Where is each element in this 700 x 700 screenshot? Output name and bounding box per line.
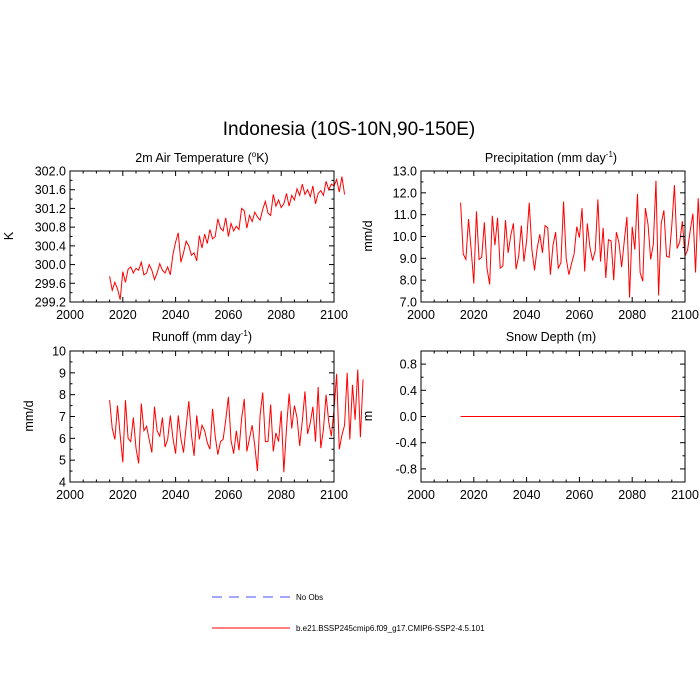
legend-label-model: b.e21.BSSP245cmip6.f09_g17.CMIP6-SSP2-4.… <box>296 624 485 633</box>
axes-frame-precipitation <box>420 170 686 303</box>
y-tick-label: 13.0 <box>393 165 417 179</box>
y-tick-label: 10 <box>52 345 66 359</box>
axes-frame-runoff <box>69 350 335 483</box>
x-tick-label: 2000 <box>407 488 435 502</box>
legend: No Obs b.e21.BSSP245cmip6.f09_g17.CMIP6-… <box>212 593 485 633</box>
y-tick-label: 7 <box>59 410 66 424</box>
y-tick-label: 7.0 <box>400 296 417 310</box>
y-tick-label: 8.0 <box>400 274 417 288</box>
plot-area-runoff: 2000 2020 2040 2060 2080 2100 4 5 6 7 8 9 10 <box>52 345 364 502</box>
y-tick-label: 300.0 <box>35 258 66 272</box>
x-tick-label: 2020 <box>109 308 137 322</box>
series-line-air-temperature <box>109 176 346 300</box>
x-tick-label: 2060 <box>565 308 593 322</box>
x-tick-label: 2080 <box>267 488 295 502</box>
y-tick-label: 0.4 <box>400 384 417 398</box>
x-tick-label: 2100 <box>320 308 348 322</box>
y-tick-label: 10.0 <box>393 230 417 244</box>
x-tick-label: 2000 <box>56 488 84 502</box>
panel-title-runoff: Runoff (mm day-1) <box>152 329 252 344</box>
x-tick-label: 2020 <box>460 308 488 322</box>
y-axis-label-precipitation: mm/d <box>361 220 375 251</box>
y-tick-label: 5 <box>59 454 66 468</box>
y-tick-label: 11.0 <box>394 208 417 222</box>
x-tick-label: 2000 <box>407 308 435 322</box>
y-tick-label: 302.0 <box>35 165 66 179</box>
x-tick-label: 2040 <box>162 308 190 322</box>
figure-title: Indonesia (10S-10N,90-150E) <box>223 119 475 140</box>
series-line-precipitation <box>460 180 700 298</box>
plot-area-air-temperature: 2000 2020 2040 2060 2080 2100 299.2 299.6 300.0 3… <box>35 165 348 323</box>
panel-title-precipitation: Precipitation (mm day-1) <box>485 150 617 165</box>
x-tick-label: 2060 <box>214 488 242 502</box>
y-axis-label-runoff: mm/d <box>22 400 36 431</box>
y-tick-label: 301.6 <box>35 183 66 197</box>
y-tick-label: 299.2 <box>35 296 66 310</box>
legend-label-no-obs: No Obs <box>296 593 323 602</box>
x-tick-label: 2080 <box>618 488 646 502</box>
y-axis-label-snow-depth: m <box>361 411 375 421</box>
x-tick-label: 2100 <box>671 488 699 502</box>
y-tick-label: 4 <box>59 476 66 490</box>
x-tick-label: 2060 <box>565 488 593 502</box>
y-tick-label: 300.4 <box>35 239 66 253</box>
panel-title-snow-depth: Snow Depth (m) <box>506 330 596 344</box>
panel-title-air-temperature: 2m Air Temperature (oK) <box>135 150 268 165</box>
y-tick-label: 6 <box>59 432 66 446</box>
panel-air-temperature: 2m Air Temperature (oK) K 2000 2020 2040 20… <box>2 150 348 322</box>
plot-area-precipitation: 2000 2020 2040 2060 2080 2100 7.0 8.0 9.0 10.0 11.… <box>393 165 700 322</box>
y-tick-label: 300.8 <box>35 221 66 235</box>
y-tick-label: -0.8 <box>395 462 417 476</box>
series-line-runoff <box>109 369 364 473</box>
panel-runoff: Runoff (mm day-1) mm/d 2000 2020 2040 2060 2… <box>22 329 364 502</box>
x-tick-label: 2080 <box>267 308 295 322</box>
y-tick-label: 9.0 <box>400 252 417 266</box>
y-tick-label: 0.8 <box>400 358 417 372</box>
y-tick-label: 301.2 <box>35 202 66 216</box>
x-tick-label: 2100 <box>671 308 699 322</box>
y-tick-label: 299.6 <box>35 277 66 291</box>
x-tick-label: 2060 <box>214 308 242 322</box>
y-tick-label: 12.0 <box>393 186 417 200</box>
x-tick-label: 2000 <box>56 308 84 322</box>
y-tick-label: 8 <box>59 388 66 402</box>
x-tick-label: 2040 <box>513 488 541 502</box>
panel-snow-depth: Snow Depth (m) m 2000 2020 2040 2060 2080 210… <box>361 330 699 502</box>
x-tick-label: 2040 <box>162 488 190 502</box>
panel-precipitation: Precipitation (mm day-1) mm/d 2000 2020 20… <box>361 150 700 322</box>
y-axis-label-air-temperature: K <box>2 231 16 240</box>
x-tick-label: 2040 <box>513 308 541 322</box>
y-tick-label: -0.4 <box>395 436 417 450</box>
x-tick-label: 2080 <box>618 308 646 322</box>
axes-frame-air-temperature <box>69 170 335 303</box>
y-tick-label: 9 <box>59 366 66 380</box>
plot-area-snow-depth: 2000 2020 2040 2060 2080 2100 -0.8 -0.4 0.0 0.4 0.… <box>395 350 699 502</box>
x-tick-label: 2020 <box>109 488 137 502</box>
x-tick-label: 2020 <box>460 488 488 502</box>
x-tick-label: 2100 <box>320 488 348 502</box>
y-tick-label: 0.0 <box>400 410 417 424</box>
